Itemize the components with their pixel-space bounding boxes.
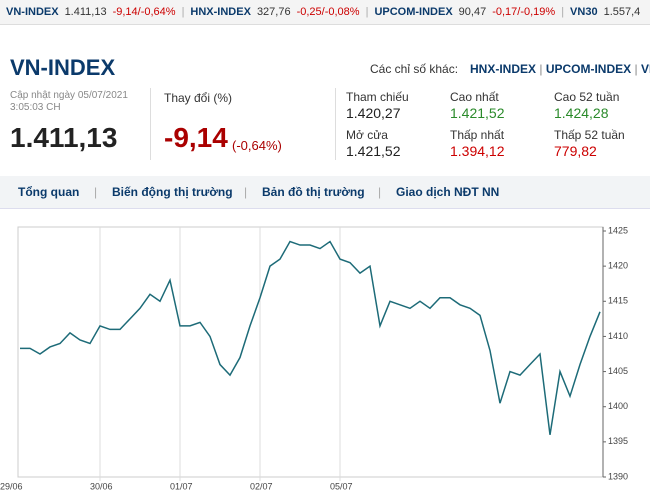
stat-value: 1.421,52 <box>450 105 505 121</box>
tab[interactable]: Bản đồ thị trường <box>262 185 365 199</box>
tab[interactable]: Biến động thị trường <box>112 185 233 199</box>
price: 1.411,13 <box>10 122 118 153</box>
y-tick-label: 1415 <box>608 296 628 306</box>
separator: | <box>365 6 369 18</box>
stat-value: 1.394,12 <box>450 143 505 159</box>
x-tick-label: 01/07 <box>170 481 193 491</box>
separator: | <box>181 6 185 18</box>
ticker-value: 327,76 <box>256 6 291 18</box>
ticker-change: -9,14/-0,64% <box>112 6 176 18</box>
index-link[interactable]: HNX-INDEX <box>470 62 537 76</box>
tab[interactable]: Tổng quan <box>18 185 80 199</box>
divider <box>335 88 336 160</box>
y-tick-label: 1425 <box>608 225 628 235</box>
stat-value: 1.424,28 <box>554 105 609 121</box>
stat-label: Cao 52 tuần <box>554 90 620 104</box>
updated: Cập nhật ngày 05/07/2021 <box>10 90 128 101</box>
change: -9,14 <box>164 122 228 153</box>
tab-divider: | <box>94 185 98 199</box>
tab-divider: | <box>378 185 382 199</box>
x-tick-label: 30/06 <box>90 481 113 491</box>
change-pct: (-0,64%) <box>232 138 282 153</box>
tab-divider: | <box>244 185 248 199</box>
ticker-value: 90,47 <box>458 6 487 18</box>
ticker-change: -0,17/-0,19% <box>492 6 556 18</box>
y-tick-label: 1390 <box>608 471 628 481</box>
y-tick-label: 1410 <box>608 331 628 341</box>
index-link[interactable]: VN30 <box>640 62 650 76</box>
ticker-name[interactable]: VN-INDEX <box>6 6 59 18</box>
stat-label: Thấp 52 tuần <box>554 128 625 142</box>
stat-label: Tham chiếu <box>346 90 409 104</box>
stat-value: 1.421,52 <box>346 143 401 159</box>
stat-label: Thấp nhất <box>450 128 505 142</box>
change-label: Thay đổi (%) <box>164 91 233 105</box>
x-tick-label: 29/06 <box>0 481 23 491</box>
index-link[interactable]: UPCOM-INDEX <box>545 62 632 76</box>
tab[interactable]: Giao dịch NĐT NN <box>396 185 500 199</box>
ticker-name[interactable]: VN30 <box>570 6 598 18</box>
stat-value: 779,82 <box>554 143 597 159</box>
chart: 1390 1395 1400 1405 1410 1415 1420 1425 29/06 30/… <box>0 225 628 491</box>
ticker-name[interactable]: HNX-INDEX <box>190 6 251 18</box>
stat-value: 1.420,27 <box>346 105 401 121</box>
plot-frame <box>17 226 604 478</box>
ticker-value: 1.557,4 <box>603 6 641 18</box>
x-tick-label: 02/07 <box>250 481 273 491</box>
divider <box>150 88 151 160</box>
y-tick-label: 1395 <box>608 436 628 446</box>
index-title: VN-INDEX <box>10 55 116 80</box>
y-tick-label: 1420 <box>608 261 628 271</box>
separator: | <box>536 62 546 76</box>
stat-label: Mở cửa <box>346 128 388 142</box>
others-label: Các chỉ số khác: <box>370 62 459 76</box>
y-tick-label: 1405 <box>608 366 628 376</box>
others-links: HNX-INDEX | UPCOM-INDEX | VN30 <box>470 62 650 76</box>
stat-label: Cao nhất <box>450 90 499 104</box>
ticker-name[interactable]: UPCOM-INDEX <box>374 6 453 18</box>
x-tick-label: 05/07 <box>330 481 353 491</box>
ticker-value: 1.411,13 <box>64 6 107 18</box>
tabs: Tổng quan Biến động thị trường | Bản đồ thị… <box>0 176 650 209</box>
separator: | <box>561 6 565 18</box>
price-line <box>20 240 601 435</box>
separator: | <box>631 62 641 76</box>
ticker-bar: VN-INDEX 1.411,13 -9,14/-0,64% | HNX-INDEX 32… <box>0 0 650 25</box>
ticker-change: -0,25/-0,08% <box>296 6 360 18</box>
y-tick-label: 1400 <box>608 401 628 411</box>
updated-time: 3:05:03 CH <box>10 102 61 113</box>
